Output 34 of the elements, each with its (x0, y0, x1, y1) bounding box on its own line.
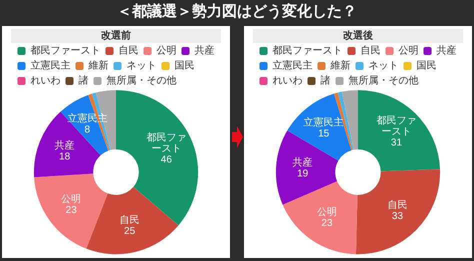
legend-label: 無所属・その他 (348, 74, 418, 86)
legend-label: 共産 (436, 44, 456, 56)
data-label: 共産 19 (292, 156, 313, 180)
legend-label: ネット (368, 60, 398, 72)
legend-label: 立憲民主 (272, 60, 312, 72)
chart-title: 改選前 (101, 30, 131, 42)
data-label: 公明 23 (61, 192, 82, 216)
legend-label: 無所属・その他 (106, 74, 176, 86)
legend-label: 公明 (398, 44, 418, 56)
legend-label: ネット (126, 60, 156, 72)
data-label: 公明 23 (316, 206, 337, 230)
legend-label: 都民ファースト (30, 44, 100, 56)
data-label: 共産 18 (54, 139, 75, 162)
legend-label: 都民ファースト (272, 44, 342, 56)
legend-label: 自民 (360, 44, 380, 56)
data-label: 自民 33 (387, 199, 408, 222)
legend-label: 国民 (174, 60, 194, 72)
legend-label: れいわ (30, 76, 60, 86)
legend-label: 諸 (320, 74, 330, 86)
legend-label: れいわ (272, 76, 302, 86)
legend-label: 維新 (330, 60, 350, 72)
data-label: 都民ファースト 31 (376, 114, 416, 149)
data-label: 都民ファースト 46 (146, 131, 186, 166)
legend-label: 国民 (416, 60, 436, 72)
legend-label: 諸 (78, 74, 88, 86)
legend-label: 維新 (88, 60, 108, 72)
chart-title: 改選後 (343, 30, 373, 42)
legend-label: 立憲民主 (30, 60, 70, 72)
text: ＜都議選＞勢力図はどう変化した？ (116, 2, 358, 21)
data-label: 立憲民主 15 (304, 116, 344, 140)
legend-label: 自民 (118, 44, 138, 56)
legend-label: 公明 (156, 44, 176, 56)
legend-label: 共産 (194, 44, 214, 56)
data-label: 自民 25 (120, 214, 140, 237)
